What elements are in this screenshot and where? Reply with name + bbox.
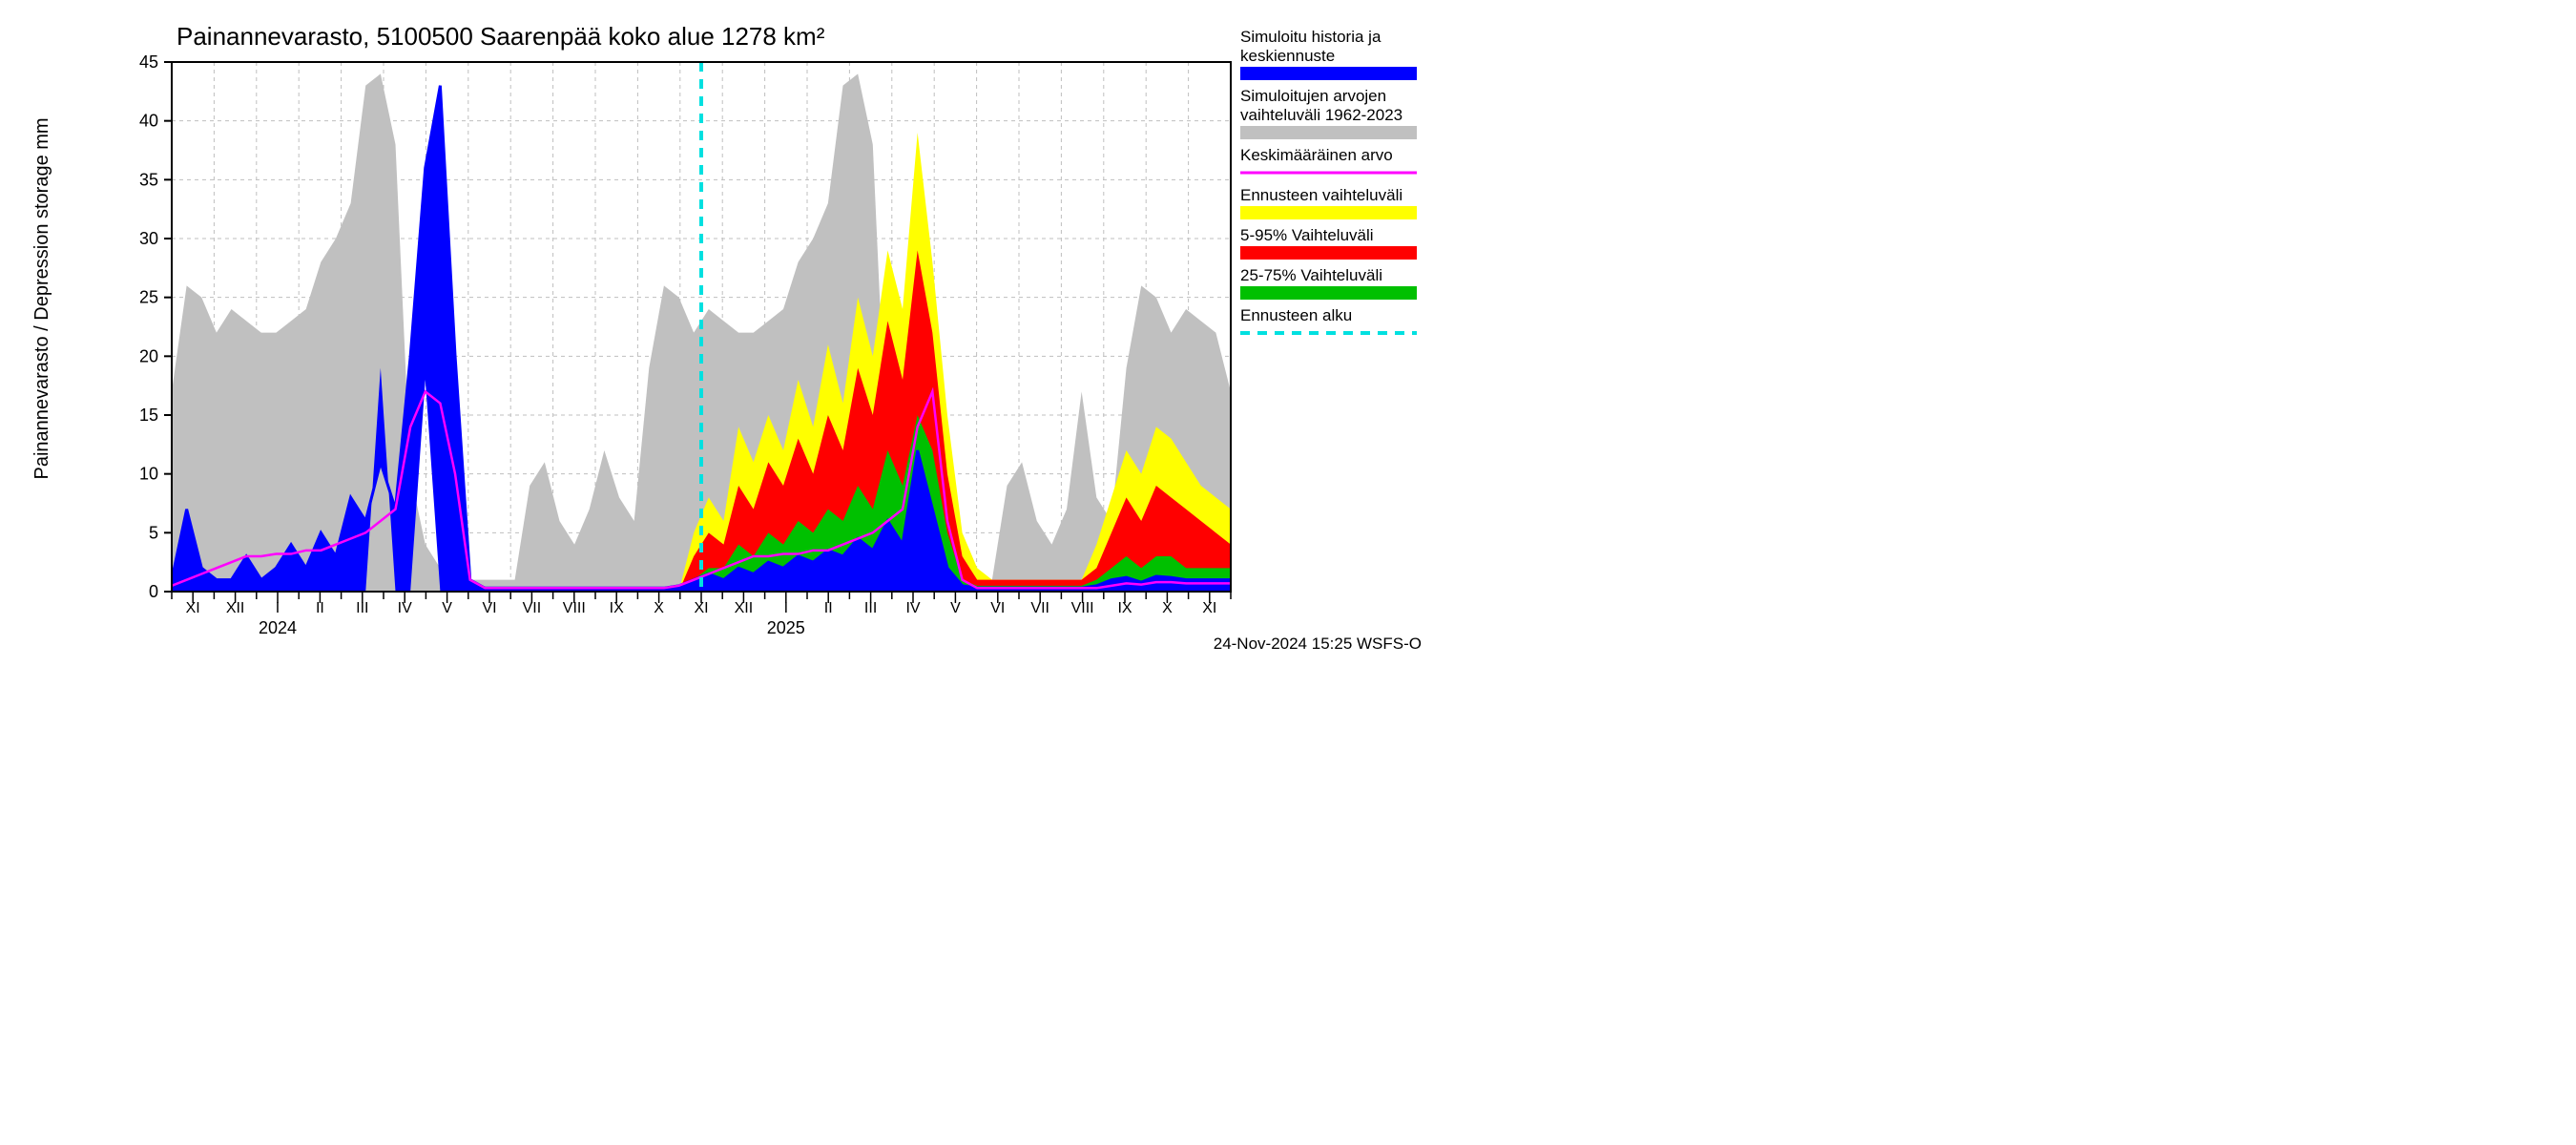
x-year-label: 2025 (767, 618, 805, 637)
y-tick-label: 0 (149, 582, 158, 601)
y-tick-label: 35 (139, 170, 158, 189)
chart-title: Painannevarasto, 5100500 Saarenpää koko … (177, 22, 825, 51)
y-axis-label: Painannevarasto / Depression storage mm (31, 117, 52, 479)
legend-label: 25-75% Vaihteluväli (1240, 266, 1382, 284)
y-tick-label: 45 (139, 52, 158, 72)
y-tick-label: 25 (139, 288, 158, 307)
legend-label: Ennusteen alku (1240, 306, 1352, 324)
y-tick-label: 15 (139, 406, 158, 425)
legend-label: Simuloitujen arvojen (1240, 87, 1386, 105)
legend-swatch (1240, 67, 1417, 80)
y-tick-label: 20 (139, 346, 158, 365)
legend-label: Simuloitu historia ja (1240, 28, 1381, 46)
legend-swatch (1240, 206, 1417, 219)
y-tick-label: 40 (139, 112, 158, 131)
chart-svg: 051015202530354045XIXIIIIIIIIIVVVIVIIVII… (0, 0, 1431, 668)
legend-label: vaihteluväli 1962-2023 (1240, 106, 1402, 124)
legend-swatch (1240, 246, 1417, 260)
legend-swatch (1240, 286, 1417, 300)
legend-label: 5-95% Vaihteluväli (1240, 226, 1374, 244)
legend-label: Keskimääräinen arvo (1240, 146, 1393, 164)
x-year-label: 2024 (259, 618, 297, 637)
y-tick-label: 5 (149, 523, 158, 542)
legend-label: keskiennuste (1240, 47, 1335, 65)
y-tick-label: 10 (139, 465, 158, 484)
legend-swatch (1240, 126, 1417, 139)
chart-container: 051015202530354045XIXIIIIIIIIIVVVIVIIVII… (0, 0, 1431, 668)
legend-label: Ennusteen vaihteluväli (1240, 186, 1402, 204)
timestamp-footer: 24-Nov-2024 15:25 WSFS-O (1214, 635, 1422, 653)
y-tick-label: 30 (139, 229, 158, 248)
